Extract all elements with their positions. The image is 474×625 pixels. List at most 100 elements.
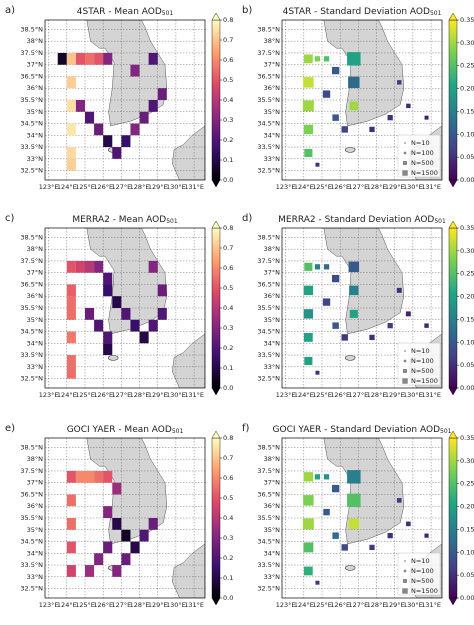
- colorbar-tick-label: 0.05: [460, 361, 474, 369]
- grid-cell: [103, 52, 113, 65]
- marker: [303, 542, 314, 553]
- title-text: GOCI YAER - Mean AOD: [67, 425, 172, 435]
- y-tick-label: 33°N: [27, 573, 44, 581]
- grid-cell: [130, 541, 140, 554]
- grid-cell: [103, 331, 113, 344]
- grid-cell: [66, 331, 76, 344]
- colorbar-tick-label: 0.8: [223, 434, 233, 442]
- grid-cell: [94, 470, 104, 483]
- grid-cell: [121, 553, 131, 566]
- x-tick-label: 128°E: [367, 391, 387, 399]
- panel-label: e): [5, 423, 15, 434]
- colorbar-tick-label: 0.6: [223, 474, 233, 482]
- y-tick-label: 35°N: [264, 108, 281, 116]
- y-tick-label: 38°N: [27, 37, 44, 45]
- x-tick-label: 126°E: [93, 601, 113, 609]
- y-tick-label: 34°N: [27, 549, 44, 557]
- colorbar-extend: [448, 12, 458, 21]
- panel-title: GOCI YAER - Mean AOD501: [67, 425, 184, 435]
- y-tick-label: 33°N: [27, 363, 44, 371]
- marker: [304, 356, 313, 365]
- x-tick-label: 123°E: [276, 391, 296, 399]
- grid-cell: [66, 260, 76, 273]
- y-tick-label: 33.5°N: [20, 143, 43, 151]
- panel-label: b): [242, 5, 252, 16]
- y-tick-label: 36°N: [27, 502, 44, 510]
- land: [172, 543, 205, 598]
- y-tick-label: 34°N: [27, 339, 44, 347]
- y-tick-label: 38.5°N: [20, 25, 43, 33]
- y-tick-label: 36.5°N: [20, 280, 43, 288]
- y-tick-label: 36.5°N: [257, 490, 280, 498]
- y-tick-label: 35.5°N: [20, 96, 43, 104]
- marker: [303, 124, 314, 135]
- x-tick-label: 131°E: [421, 391, 441, 399]
- x-tick-label: 124°E: [57, 601, 77, 609]
- legend-label: N=1500: [411, 169, 438, 177]
- marker: [303, 285, 314, 296]
- colorbar-tick-label: 0.3: [223, 116, 233, 124]
- y-tick-label: 35.5°N: [20, 514, 43, 522]
- y-tick-label: 38.5°N: [20, 443, 43, 451]
- panel-label: d): [242, 213, 252, 224]
- grid-cell: [85, 260, 95, 273]
- x-tick-label: 130°E: [403, 183, 423, 191]
- marker: [314, 264, 321, 270]
- y-tick-label: 38°N: [264, 245, 281, 253]
- title-text: 4STAR - Standard Deviation AOD: [283, 7, 430, 17]
- marker: [347, 52, 361, 66]
- marker: [348, 261, 360, 273]
- marker: [387, 533, 393, 539]
- y-tick-label: 33°N: [264, 155, 281, 163]
- colorbar-tick-label: 0.30: [460, 247, 474, 255]
- legend-marker: [403, 369, 407, 373]
- marker: [304, 148, 313, 157]
- x-tick-label: 128°E: [130, 391, 150, 399]
- colorbar-tick-label: 0.3: [223, 534, 233, 542]
- grid-cell: [94, 319, 104, 332]
- x-tick-label: 125°E: [312, 601, 332, 609]
- colorbar-tick-label: 0.00: [460, 384, 474, 392]
- y-tick-label: 35°N: [264, 316, 281, 324]
- legend-marker: [403, 161, 407, 165]
- title-subscript: 501: [172, 428, 184, 435]
- title-text: GOCI YAER - Standard Deviation AOD: [273, 425, 441, 435]
- marker: [315, 580, 320, 585]
- x-tick-label: 125°E: [75, 601, 95, 609]
- marker: [369, 544, 375, 551]
- grid-cell: [157, 308, 167, 320]
- y-tick-label: 35.5°N: [257, 304, 280, 312]
- colorbar-tick-label: 0.00: [460, 176, 474, 184]
- grid-cell: [148, 100, 158, 112]
- y-tick-label: 37°N: [27, 269, 44, 277]
- marker: [332, 322, 339, 329]
- grid-cell: [103, 135, 113, 148]
- map: [45, 20, 205, 180]
- grid-cell: [75, 100, 85, 112]
- colorbar-tick-label: 0.2: [223, 554, 233, 562]
- grid-cell: [66, 76, 76, 89]
- colorbar-tick-label: 0.05: [460, 571, 474, 579]
- colorbar-extend: [448, 430, 458, 439]
- x-tick-label: 124°E: [294, 601, 314, 609]
- colorbar-tick-label: 0.6: [223, 56, 233, 64]
- y-tick-label: 37.5°N: [257, 49, 280, 57]
- grid-cell: [103, 272, 113, 285]
- legend-marker: [403, 151, 407, 155]
- marker: [315, 370, 320, 375]
- map: [45, 438, 205, 598]
- x-tick-label: 126°E: [330, 601, 350, 609]
- legend-marker: [403, 359, 407, 363]
- grid-cell: [66, 518, 76, 530]
- colorbar-tick-label: 0.10: [460, 548, 474, 556]
- marker: [332, 114, 339, 121]
- grid-cell: [148, 319, 158, 332]
- x-tick-label: 129°E: [385, 183, 405, 191]
- grid-cell: [66, 470, 76, 483]
- colorbar-tick-label: 0.2: [223, 136, 233, 144]
- colorbar-tick-label: 0.15: [460, 315, 474, 323]
- grid-cell: [75, 52, 85, 65]
- y-tick-label: 38°N: [27, 455, 44, 463]
- title-subscript: 501: [166, 218, 178, 225]
- marker: [302, 518, 314, 530]
